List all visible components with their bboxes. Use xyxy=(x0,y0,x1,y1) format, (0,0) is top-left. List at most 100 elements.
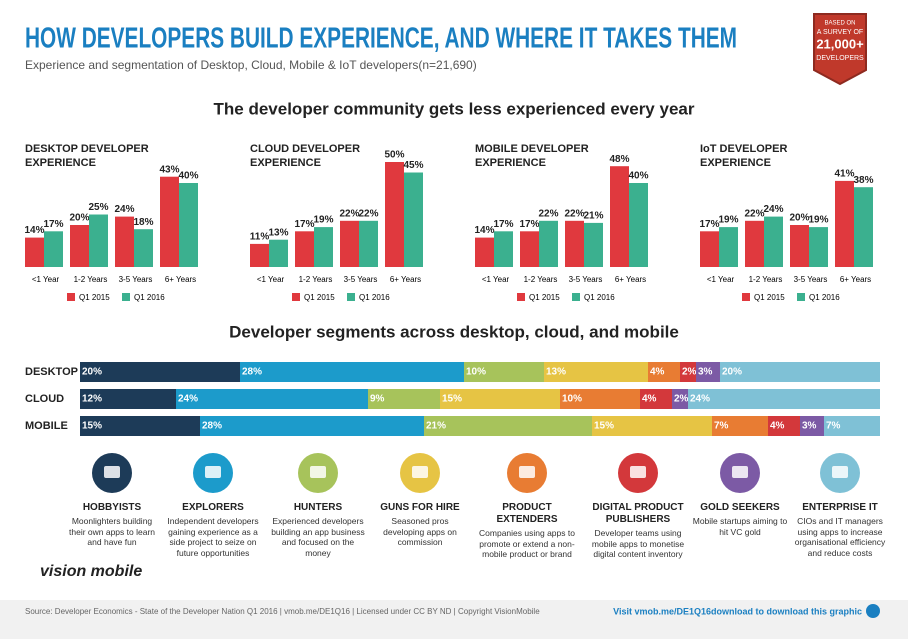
bar xyxy=(340,220,359,267)
y-tick-label: CLOUD xyxy=(25,393,64,405)
segment-icon-glyph xyxy=(104,466,120,478)
segment-description: Independent developers gaining experienc… xyxy=(167,516,259,558)
value-label: 13% xyxy=(546,367,566,378)
bar-segment xyxy=(200,416,424,436)
x-tick-label: 6+ Years xyxy=(615,275,646,284)
value-label: 48% xyxy=(609,154,629,165)
bar xyxy=(700,231,719,267)
bar xyxy=(89,214,108,267)
bar xyxy=(160,176,179,267)
segment-description: Mobile startups aiming to hit VC gold xyxy=(692,516,788,537)
bar xyxy=(179,183,198,267)
download-icon[interactable] xyxy=(866,604,880,618)
y-tick-label: DESKTOP xyxy=(25,366,78,378)
x-tick-label: 1-2 Years xyxy=(299,275,333,284)
download-link[interactable]: Visit vmob.me/DE1Q16download to download… xyxy=(613,606,862,616)
bar xyxy=(539,220,558,267)
value-label: 38% xyxy=(853,175,873,186)
x-tick-label: 1-2 Years xyxy=(74,275,108,284)
bar-segment xyxy=(80,362,240,382)
bar xyxy=(584,222,603,267)
x-tick-label: 6+ Years xyxy=(840,275,871,284)
bar xyxy=(764,216,783,267)
bar xyxy=(809,227,828,267)
value-label: 20% xyxy=(789,213,809,224)
legend-swatch xyxy=(122,293,130,301)
x-tick-label: 6+ Years xyxy=(390,275,421,284)
legend-label: Q1 2015 xyxy=(754,293,785,302)
bar-segment xyxy=(176,389,368,409)
bar xyxy=(44,231,63,267)
value-label: 19% xyxy=(808,215,828,226)
value-label: 12% xyxy=(82,394,102,405)
segment-description: Experienced developers building an app b… xyxy=(271,516,365,558)
bar-segment xyxy=(240,362,464,382)
segment-title: DIGITAL PRODUCT PUBLISHERS xyxy=(592,502,684,525)
bar-segment xyxy=(560,389,640,409)
chart-title: DESKTOP DEVELOPER EXPERIENCE xyxy=(25,143,149,169)
value-label: 40% xyxy=(628,171,648,182)
bar-segment xyxy=(680,362,696,382)
value-label: 22% xyxy=(564,208,584,219)
segment-icon-glyph xyxy=(412,466,428,478)
value-label: 10% xyxy=(562,394,582,405)
value-label: 24% xyxy=(178,394,198,405)
bar xyxy=(359,220,378,267)
segment-icon-glyph xyxy=(832,466,848,478)
legend-label: Q1 2016 xyxy=(359,293,390,302)
value-label: 43% xyxy=(159,164,179,175)
legend-label: Q1 2016 xyxy=(809,293,840,302)
bar xyxy=(719,227,738,267)
bar xyxy=(629,183,648,267)
bar xyxy=(520,231,539,267)
bar xyxy=(314,227,333,267)
bar xyxy=(835,180,854,267)
value-label: 24% xyxy=(763,204,783,215)
x-tick-label: 6+ Years xyxy=(165,275,196,284)
value-label: 17% xyxy=(493,219,513,230)
chart-title: CLOUD DEVELOPER EXPERIENCE xyxy=(250,143,361,169)
legend-label: Q1 2015 xyxy=(79,293,110,302)
segment-icon-glyph xyxy=(732,466,748,478)
segment-icon-glyph xyxy=(630,466,646,478)
logo: vision mobile xyxy=(40,563,142,580)
legend-label: Q1 2015 xyxy=(304,293,335,302)
value-label: 13% xyxy=(268,227,288,238)
subtitle: Experience and segmentation of Desktop, … xyxy=(25,58,477,72)
section-title: Developer segments across desktop, cloud… xyxy=(229,322,679,341)
value-label: 28% xyxy=(242,367,262,378)
footer-band xyxy=(0,600,908,639)
bar-segment xyxy=(712,416,768,436)
bar xyxy=(250,243,269,267)
value-label: 17% xyxy=(294,219,314,230)
bar-segment xyxy=(640,389,672,409)
x-tick-label: <1 Year xyxy=(482,275,510,284)
segment-description: CIOs and IT managers using apps to incre… xyxy=(794,516,886,558)
value-label: 7% xyxy=(826,421,841,432)
value-label: 22% xyxy=(744,208,764,219)
value-label: 4% xyxy=(642,394,657,405)
bar xyxy=(745,220,764,267)
value-label: 14% xyxy=(474,225,494,236)
value-label: 15% xyxy=(594,421,614,432)
source: Source: Developer Economics - State of t… xyxy=(25,607,540,616)
value-label: 22% xyxy=(339,208,359,219)
badge-text: BASED ON xyxy=(824,21,855,27)
bar xyxy=(565,220,584,267)
segment-description: Developer teams using mobile apps to mon… xyxy=(591,528,685,559)
value-label: 17% xyxy=(519,219,539,230)
value-label: 28% xyxy=(202,421,222,432)
value-label: 3% xyxy=(802,421,817,432)
x-tick-label: 3-5 Years xyxy=(569,275,603,284)
segment-icon-glyph xyxy=(310,466,326,478)
bar xyxy=(475,237,494,267)
chart-title: IoT DEVELOPER EXPERIENCE xyxy=(700,143,788,169)
bar-segment xyxy=(592,416,712,436)
value-label: 19% xyxy=(313,215,333,226)
legend-swatch xyxy=(742,293,750,301)
value-label: 15% xyxy=(82,421,102,432)
bar xyxy=(610,166,629,267)
x-tick-label: 1-2 Years xyxy=(749,275,783,284)
value-label: 3% xyxy=(698,367,713,378)
segment-title: PRODUCT EXTENDERS xyxy=(496,502,558,525)
